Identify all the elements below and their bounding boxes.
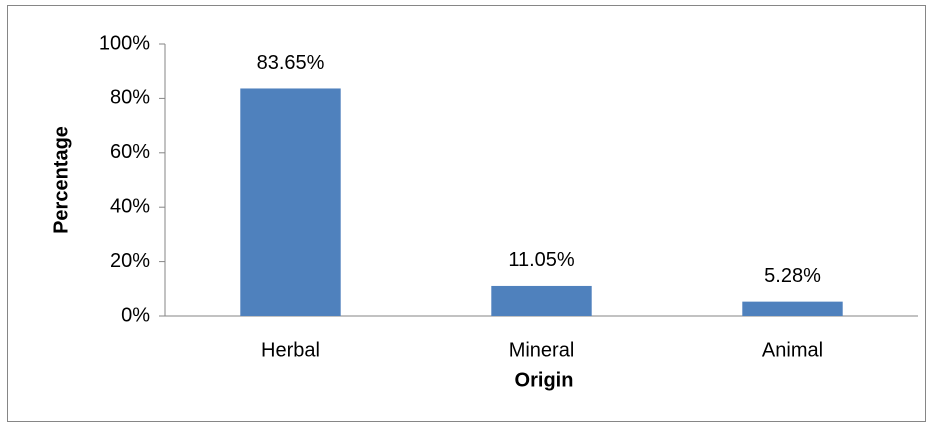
bar [491,285,592,316]
x-tick-label: Mineral [509,339,575,361]
y-axis-title: Percentage [50,126,72,234]
y-tick-label: 80% [110,87,150,109]
data-label: 83.65% [257,52,325,74]
bar [240,88,341,316]
y-tick-label: 60% [110,141,150,163]
data-label: 11.05% [508,249,575,271]
chart-border [7,5,926,422]
x-tick-label: Animal [762,339,823,361]
y-tick-label: 0% [121,304,150,326]
x-axis-title: Origin [515,369,574,391]
y-tick-label: 20% [110,250,150,272]
x-tick-label: Herbal [261,339,320,361]
y-tick-label: 40% [110,195,150,217]
y-tick-label: 100% [99,32,150,54]
bar [742,301,843,316]
data-label: 5.28% [764,265,821,287]
